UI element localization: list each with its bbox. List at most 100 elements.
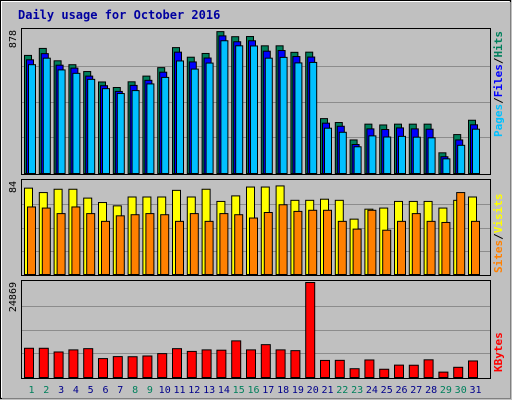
bar-sites-day-14 xyxy=(219,213,229,276)
panel-frame xyxy=(21,179,491,276)
bar-sites-day-21 xyxy=(323,209,332,276)
legend-item-files: Files xyxy=(492,64,505,97)
bar-pages-day-31 xyxy=(472,128,480,174)
bar-sites-day-5 xyxy=(86,213,96,276)
bar-pages-day-22 xyxy=(338,131,347,175)
bar-sites-day-2 xyxy=(41,207,51,275)
max-label-visits-sites: 84 xyxy=(8,181,19,193)
panels-layer xyxy=(21,28,491,379)
bar-kbytes-day-5 xyxy=(83,348,94,379)
bar-pages-day-7 xyxy=(116,93,125,174)
bar-pages-day-10 xyxy=(161,76,170,174)
day-label-30: 30 xyxy=(455,385,467,396)
day-label-16: 16 xyxy=(247,385,259,396)
bar-pages-day-30 xyxy=(457,144,466,174)
bar-sites-day-15 xyxy=(234,214,244,275)
bar-kbytes-day-19 xyxy=(290,350,301,379)
bar-pages-day-11 xyxy=(176,60,184,174)
day-label-12: 12 xyxy=(188,385,200,396)
bar-sites-day-11 xyxy=(175,220,184,276)
bar-pages-day-20 xyxy=(309,61,318,174)
bar-kbytes-day-3 xyxy=(53,351,64,379)
bar-pages-day-18 xyxy=(279,56,288,175)
day-label-3: 3 xyxy=(58,385,64,396)
bar-pages-day-1 xyxy=(28,64,36,174)
panel-frame xyxy=(21,280,491,379)
bar-sites-day-17 xyxy=(263,212,273,275)
bar-pages-day-8 xyxy=(131,90,140,174)
bar-kbytes-day-8 xyxy=(127,356,138,379)
legend-layer: Pages/Files/Hits Sites / Visits KBytes xyxy=(492,31,505,372)
series-pages xyxy=(28,40,480,175)
bar-kbytes-day-14 xyxy=(216,349,227,379)
bar-sites-day-20 xyxy=(308,209,318,276)
legend-top: Pages/Files/Hits xyxy=(492,31,505,137)
bar-pages-day-2 xyxy=(42,57,51,174)
bar-pages-day-28 xyxy=(427,137,436,174)
legend-separator: / xyxy=(492,97,505,104)
day-label-10: 10 xyxy=(159,385,171,396)
day-label-28: 28 xyxy=(425,385,437,396)
day-label-8: 8 xyxy=(132,385,138,396)
bar-pages-day-17 xyxy=(264,57,273,174)
bar-kbytes-day-28 xyxy=(423,359,434,379)
bar-kbytes-day-9 xyxy=(142,355,153,379)
bar-kbytes-day-15 xyxy=(231,340,242,378)
bar-kbytes-day-16 xyxy=(246,349,256,379)
bar-kbytes-day-22 xyxy=(334,359,345,378)
panel-hits-files-pages xyxy=(21,28,491,175)
legend-item-sites: Sites xyxy=(492,240,505,273)
bar-pages-day-25 xyxy=(383,136,392,175)
bar-sites-day-22 xyxy=(337,220,347,276)
bar-sites-day-6 xyxy=(101,220,110,276)
day-label-19: 19 xyxy=(292,385,304,396)
day-label-5: 5 xyxy=(88,385,94,396)
bar-pages-day-6 xyxy=(102,88,110,174)
day-label-18: 18 xyxy=(277,385,289,396)
bar-sites-day-7 xyxy=(115,215,125,275)
bar-sites-day-24 xyxy=(367,209,377,276)
bar-sites-day-4 xyxy=(71,206,81,275)
bar-pages-day-4 xyxy=(72,72,81,174)
bar-kbytes-day-31 xyxy=(468,360,478,378)
series-kbytes xyxy=(24,282,478,379)
bar-pages-day-19 xyxy=(294,62,303,174)
bar-pages-day-13 xyxy=(205,62,214,174)
bar-pages-day-12 xyxy=(190,68,199,174)
bar-kbytes-day-7 xyxy=(112,356,123,379)
max-label-kbytes: 24869 xyxy=(8,282,19,312)
legend-item-hits: Hits xyxy=(492,31,505,58)
legend-item-visits: Visits xyxy=(492,194,505,234)
bar-pages-day-23 xyxy=(353,146,362,174)
bar-kbytes-day-30 xyxy=(453,366,464,379)
bar-kbytes-day-20 xyxy=(305,282,316,378)
day-label-6: 6 xyxy=(102,385,108,396)
panel-kbytes xyxy=(21,280,491,379)
bar-sites-day-1 xyxy=(27,206,36,275)
day-label-22: 22 xyxy=(336,385,348,396)
bar-kbytes-day-17 xyxy=(260,344,271,379)
day-label-1: 1 xyxy=(28,385,34,396)
bar-sites-day-13 xyxy=(204,220,214,276)
bar-kbytes-day-24 xyxy=(364,359,375,379)
bar-kbytes-day-2 xyxy=(38,347,49,379)
bar-pages-day-3 xyxy=(57,69,66,174)
legend-bottom: KBytes xyxy=(492,332,505,372)
bar-sites-day-26 xyxy=(397,220,406,276)
legend-item-kbytes: KBytes xyxy=(492,332,505,372)
day-label-17: 17 xyxy=(262,385,274,396)
legend-separator: / xyxy=(492,57,505,64)
day-label-27: 27 xyxy=(410,385,422,396)
bar-kbytes-day-12 xyxy=(186,350,197,378)
bar-sites-day-18 xyxy=(278,204,288,275)
bar-pages-day-15 xyxy=(235,45,244,175)
day-label-29: 29 xyxy=(440,385,452,396)
bar-kbytes-day-23 xyxy=(349,368,360,378)
bar-kbytes-day-4 xyxy=(68,349,79,379)
bar-sites-day-27 xyxy=(411,213,421,276)
panel-visits-sites xyxy=(21,179,491,276)
bar-sites-day-3 xyxy=(56,213,66,276)
bar-sites-day-9 xyxy=(145,213,155,276)
day-label-20: 20 xyxy=(307,385,319,396)
